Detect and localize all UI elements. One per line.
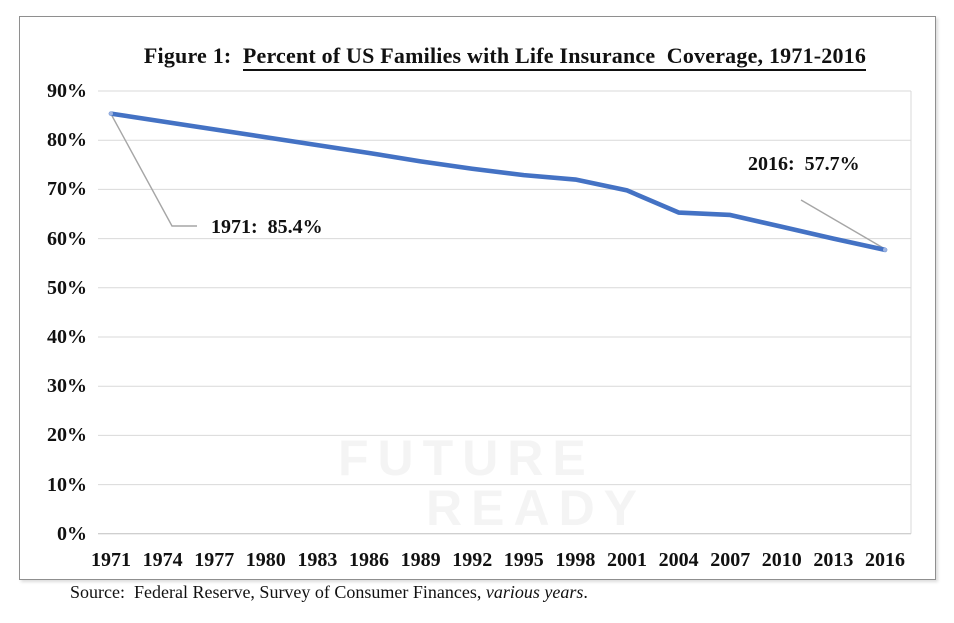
data-point-marker bbox=[109, 111, 113, 116]
x-axis-tick-label: 1980 bbox=[245, 549, 286, 571]
x-axis-tick-label: 2001 bbox=[607, 549, 647, 571]
y-axis-tick-label: 30% bbox=[47, 375, 87, 398]
x-axis-tick-label: 1977 bbox=[194, 549, 235, 571]
x-axis-tick-label: 1992 bbox=[452, 549, 493, 571]
y-axis-tick-label: 70% bbox=[47, 178, 87, 201]
watermark: FUTURE READY bbox=[338, 433, 646, 533]
x-axis-tick-label: 1995 bbox=[503, 549, 544, 571]
x-axis-tick-label: 2010 bbox=[761, 549, 802, 571]
y-axis-tick-label: 0% bbox=[57, 522, 87, 545]
y-axis-tick-label: 50% bbox=[47, 276, 87, 299]
chart-title-prefix: Figure 1: bbox=[143, 43, 243, 68]
x-axis-tick-label: 1986 bbox=[349, 549, 389, 571]
data-point-marker bbox=[883, 247, 887, 252]
y-axis-tick-label: 10% bbox=[47, 473, 87, 496]
source-suffix: . bbox=[583, 582, 588, 602]
x-axis-tick-label: 2004 bbox=[658, 549, 699, 571]
source-note: Source: Federal Reserve, Survey of Consu… bbox=[70, 582, 588, 603]
x-axis-tick-label: 1974 bbox=[142, 549, 183, 571]
annotation-1971: 1971: 85.4% bbox=[211, 216, 323, 238]
x-axis-tick-label: 2013 bbox=[813, 549, 854, 571]
y-axis-tick-label: 40% bbox=[47, 326, 87, 348]
leader-line-2016 bbox=[800, 199, 886, 250]
leader-line-1971 bbox=[110, 113, 197, 227]
line-chart-svg bbox=[98, 90, 912, 535]
trend-line bbox=[108, 111, 888, 253]
annotation-2016: 2016: 57.7% bbox=[748, 153, 860, 175]
source-prefix: Source: Federal Reserve, Survey of Consu… bbox=[70, 582, 486, 602]
source-italic: various years bbox=[485, 582, 584, 602]
y-axis-tick-label: 90% bbox=[47, 80, 87, 102]
x-axis-tick-label: 2016 bbox=[865, 549, 905, 571]
x-axis-tick-label: 1989 bbox=[400, 549, 441, 571]
x-axis-tick-label: 1998 bbox=[555, 549, 596, 571]
watermark-line1: FUTURE bbox=[338, 430, 595, 486]
y-axis-tick-label: 20% bbox=[47, 424, 87, 447]
y-axis-tick-label: 60% bbox=[47, 227, 87, 250]
x-axis-tick-label: 2007 bbox=[710, 549, 751, 571]
watermark-line2: READY bbox=[426, 480, 647, 536]
x-axis-tick-label: 1983 bbox=[297, 549, 338, 571]
y-axis-tick-label: 80% bbox=[47, 129, 87, 152]
x-axis-tick-label: 1971 bbox=[91, 549, 131, 571]
chart-title: Figure 1: Percent of US Families with Li… bbox=[75, 43, 935, 71]
figure-frame: Figure 1: Percent of US Families with Li… bbox=[19, 16, 936, 580]
chart-title-main: Percent of US Families with Life Insuran… bbox=[242, 43, 867, 71]
